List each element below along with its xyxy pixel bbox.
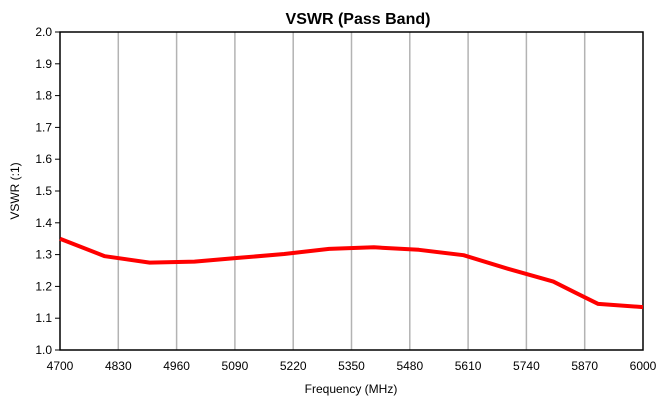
x-axis-label: Frequency (MHz) (305, 382, 398, 396)
y-tick-label: 1.6 (35, 152, 52, 166)
x-tick-label: 5740 (513, 359, 540, 373)
x-tick-label: 4830 (105, 359, 132, 373)
y-tick-label: 1.3 (35, 248, 52, 262)
x-tick-labels: 4700 4830 4960 5090 5220 5350 5480 5610 5740 5870… (47, 359, 657, 373)
x-tick-label: 5220 (280, 359, 307, 373)
y-tick-label: 1.1 (35, 311, 52, 325)
y-tick-label: 1.9 (35, 57, 52, 71)
x-tick-label: 4960 (163, 359, 190, 373)
x-tick-label: 4700 (47, 359, 74, 373)
series-line-0 (59, 236, 644, 310)
y-tick-label: 1.7 (35, 120, 52, 134)
x-tick-label: 5480 (396, 359, 423, 373)
y-tick-label: 1.4 (35, 216, 52, 230)
y-tick-label: 1.8 (35, 89, 52, 103)
x-tick-label: 5870 (571, 359, 598, 373)
x-tick-label: 5350 (338, 359, 365, 373)
y-tick-label: 2.0 (35, 25, 52, 39)
grid-lines (117, 32, 586, 350)
y-tick-label: 1.5 (35, 184, 52, 198)
chart-title: VSWR (Pass Band) (286, 11, 431, 28)
x-tick-label: 5090 (222, 359, 249, 373)
y-axis-label: VSWR (:1) (8, 162, 22, 219)
y-tick-label: 1.2 (35, 279, 52, 293)
x-tick-label: 5610 (455, 359, 482, 373)
x-tick-label: 6000 (630, 359, 657, 373)
y-tick-label: 1.0 (35, 343, 52, 357)
series-lines (59, 236, 644, 310)
y-tick-labels: 1.0 1.1 1.2 1.3 1.4 1.5 1.6 1.7 1.8 1.9 2.0 (35, 25, 60, 357)
